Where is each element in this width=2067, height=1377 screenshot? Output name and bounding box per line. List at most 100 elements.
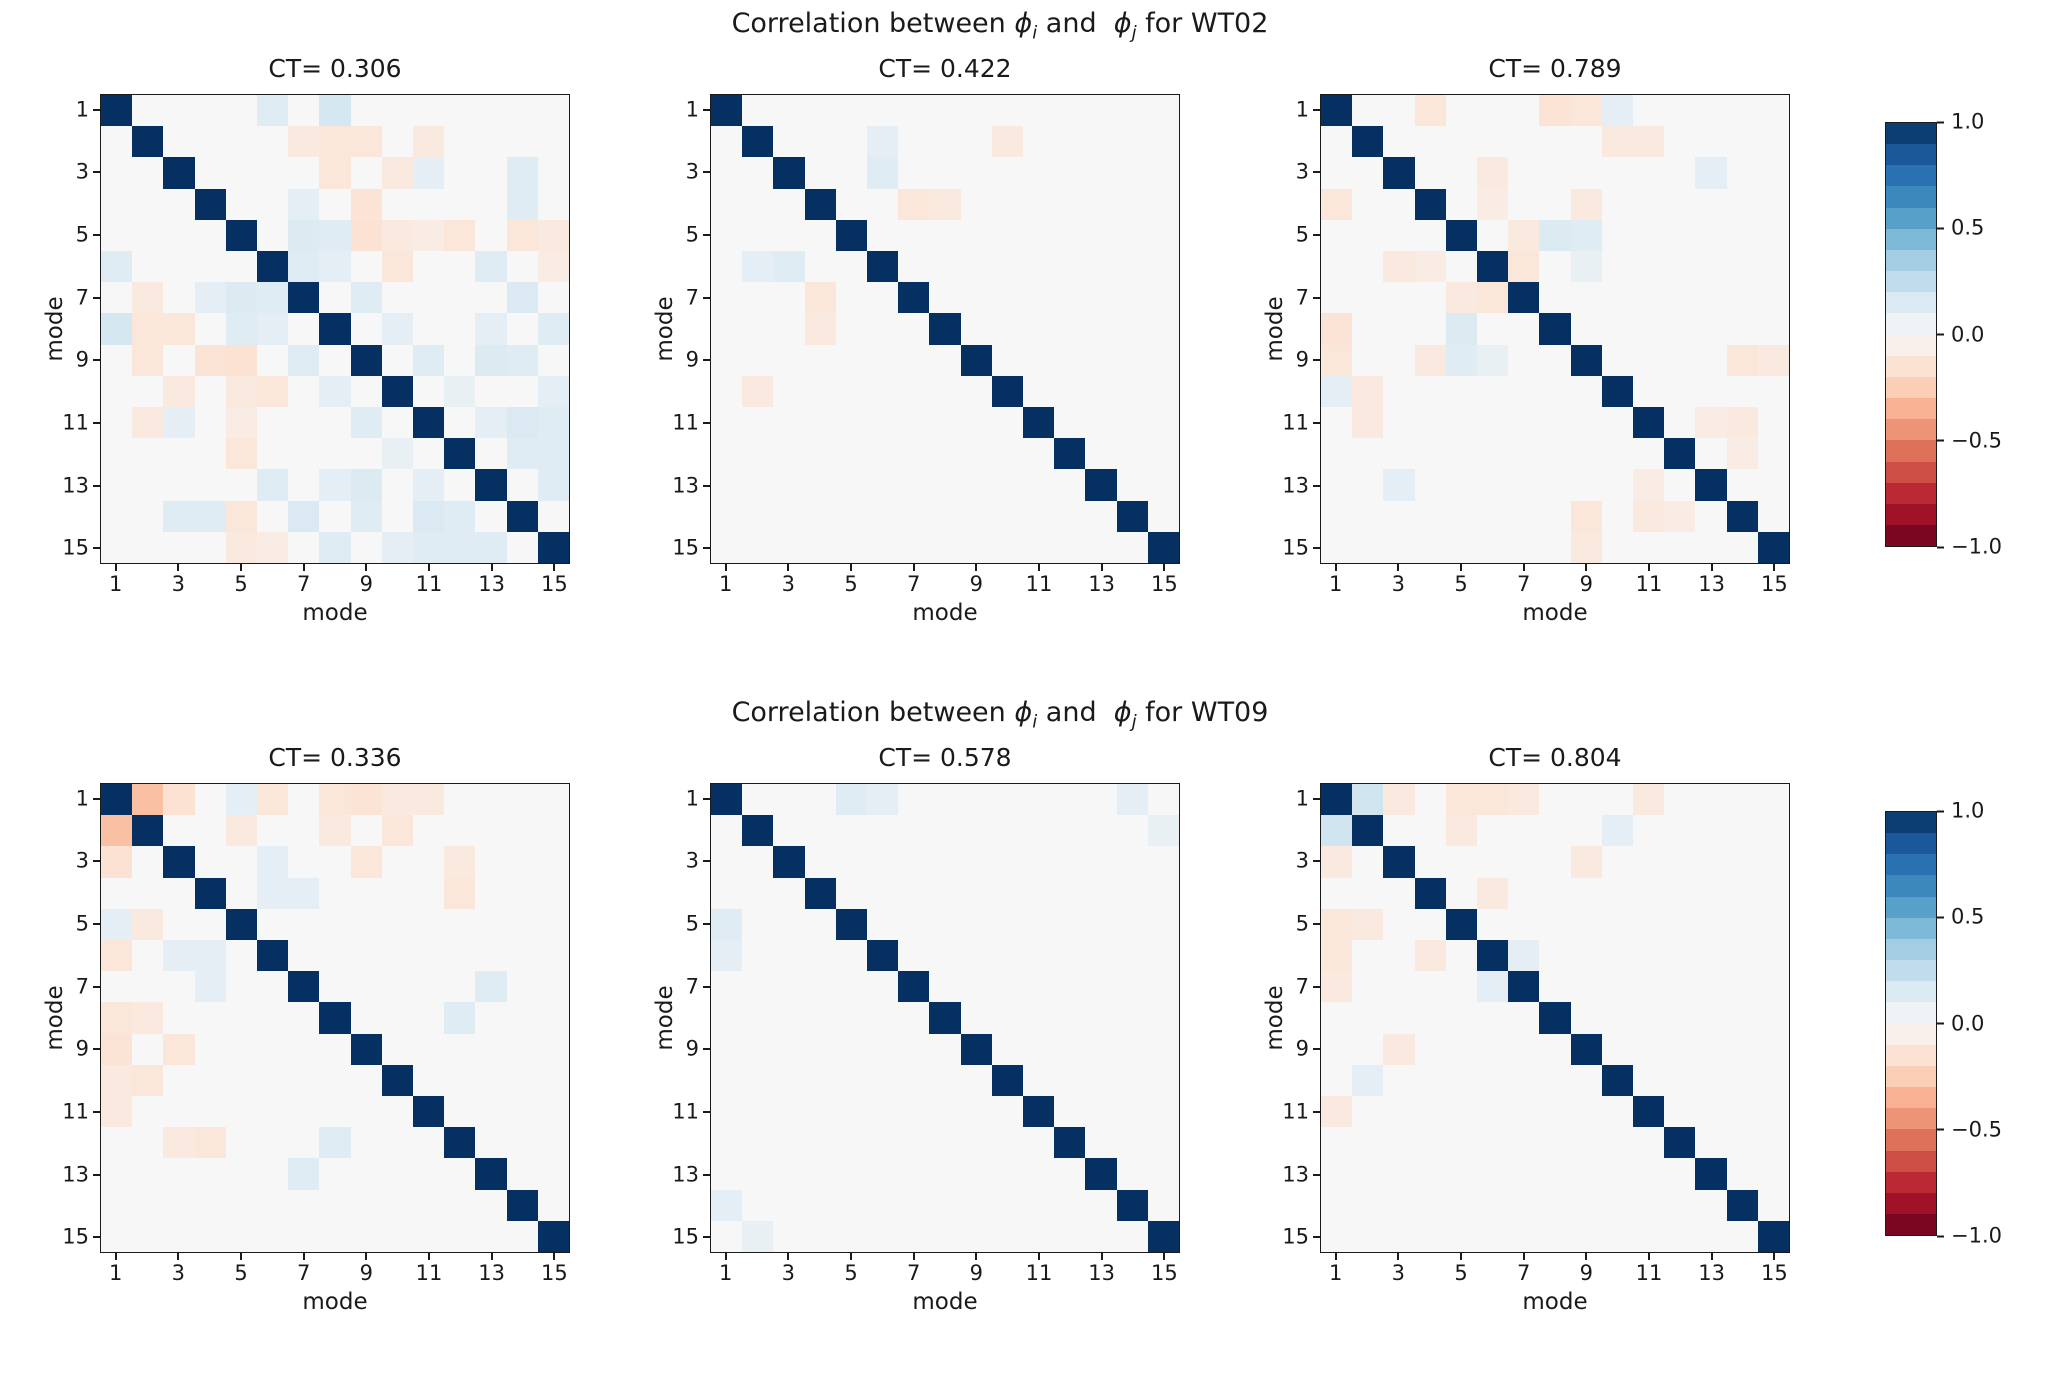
heatmap-cell	[1601, 815, 1633, 847]
heatmap-cell	[867, 971, 899, 1003]
title-mid: and	[1037, 697, 1114, 728]
heatmap-cell	[194, 438, 226, 470]
heatmap-cell	[773, 971, 805, 1003]
heatmap-cell	[1508, 1096, 1540, 1128]
heatmap-cell	[898, 1220, 930, 1252]
heatmap-cell	[867, 1096, 899, 1128]
heatmap-cell	[1023, 1127, 1055, 1159]
heatmap-cell	[1508, 95, 1540, 127]
heatmap-cell	[1054, 1002, 1086, 1034]
heatmap-cell	[898, 157, 930, 189]
heatmap-cell	[381, 815, 413, 847]
heatmap-cell	[1383, 784, 1415, 816]
heatmap-cell	[1695, 407, 1727, 439]
heatmap-cell	[1477, 846, 1509, 878]
heatmap-cell	[1321, 219, 1353, 251]
heatmap-cell	[1601, 407, 1633, 439]
heatmap-cell	[132, 438, 164, 470]
x-tick-mark	[177, 1253, 180, 1260]
heatmap-cell	[835, 1158, 867, 1190]
heatmap-cell	[1601, 1002, 1633, 1034]
x-tick-labels: 1 3 5 7 9 11 13 15	[710, 564, 1180, 598]
heatmap-cell	[1054, 126, 1086, 158]
heatmap-cell	[804, 971, 836, 1003]
heatmap-cell	[1601, 784, 1633, 816]
x-tick-mark	[787, 564, 790, 571]
colorbar-band	[1886, 271, 1936, 293]
heatmap-cell	[1321, 1002, 1353, 1034]
heatmap-cell	[1695, 784, 1727, 816]
heatmap-cell	[1352, 344, 1384, 376]
heatmap-cell	[413, 1033, 445, 1065]
heatmap-cell	[991, 846, 1023, 878]
heatmap-cell	[537, 344, 569, 376]
heatmap-cell	[194, 219, 226, 251]
heatmap-cell	[1695, 438, 1727, 470]
heatmap-cell	[1539, 375, 1571, 407]
x-tick-mark	[553, 1253, 556, 1260]
heatmap-cell	[898, 219, 930, 251]
heatmap-cell	[1147, 407, 1179, 439]
heatmap-cell	[1445, 784, 1477, 816]
heatmap-cell	[1477, 784, 1509, 816]
heatmap-cell	[1539, 95, 1571, 127]
heatmap-cell	[898, 940, 930, 972]
heatmap-cell	[1054, 1033, 1086, 1065]
heatmap-cell	[1321, 251, 1353, 283]
heatmap-cell	[991, 500, 1023, 532]
heatmap-cell	[444, 784, 476, 816]
heatmap-cell	[1601, 846, 1633, 878]
heatmap-cell	[444, 500, 476, 532]
heatmap-cell	[1085, 784, 1117, 816]
heatmap-cell	[1664, 1158, 1696, 1190]
y-tick-mark	[93, 296, 100, 299]
heatmap-cell	[381, 95, 413, 127]
y-tick-mark	[93, 1236, 100, 1239]
heatmap-cell	[991, 1033, 1023, 1065]
heatmap-cell	[898, 815, 930, 847]
heatmap-cell	[1570, 1002, 1602, 1034]
heatmap-cell	[381, 1002, 413, 1034]
heatmap-cell	[163, 815, 195, 847]
heatmap-cell	[444, 313, 476, 345]
heatmap-cell	[1116, 846, 1148, 878]
colorbar-band	[1886, 896, 1936, 918]
heatmap-cell	[711, 344, 743, 376]
heatmap-cell	[1726, 188, 1758, 220]
heatmap-cell	[381, 940, 413, 972]
heatmap-cell	[1414, 531, 1446, 563]
heatmap-cell	[1695, 1002, 1727, 1034]
heatmap-cell	[506, 251, 538, 283]
heatmap-cell	[804, 344, 836, 376]
heatmap-cell	[1352, 877, 1384, 909]
heatmap-cell	[1508, 251, 1540, 283]
y-tick-label: 15	[672, 535, 699, 560]
heatmap-cell	[1054, 438, 1086, 470]
heatmap-cell	[1383, 469, 1415, 501]
heatmap-cell	[991, 815, 1023, 847]
x-tick-labels: 1 3 5 7 9 11 13 15	[100, 1253, 570, 1287]
figure-title-wt09: Correlation between ϕi and ϕj for WT09	[0, 697, 2000, 732]
colorbar-band	[1886, 376, 1936, 399]
heatmap-cell	[1570, 846, 1602, 878]
heatmap-cell	[475, 126, 507, 158]
heatmap-cell	[1414, 469, 1446, 501]
x-tick-label: 1	[718, 572, 733, 596]
colorbar-tick-mark	[1937, 121, 1944, 123]
heatmap-cell	[506, 1096, 538, 1128]
heatmap-cell	[1726, 375, 1758, 407]
heatmap-cell	[1539, 1002, 1571, 1034]
heatmap-cell	[288, 219, 320, 251]
heatmap-cell	[506, 971, 538, 1003]
heatmap-cell	[257, 1002, 289, 1034]
heatmap-cell	[475, 971, 507, 1003]
heatmap-cell	[1757, 126, 1789, 158]
heatmap-cell	[1601, 95, 1633, 127]
y-axis-label: mode	[1262, 985, 1288, 1051]
heatmap-cell	[132, 157, 164, 189]
heatmap-cell	[1383, 157, 1415, 189]
heatmap-cell	[413, 251, 445, 283]
heatmap-cell	[1633, 469, 1665, 501]
heatmap-cell	[898, 344, 930, 376]
heatmap-cell	[711, 971, 743, 1003]
